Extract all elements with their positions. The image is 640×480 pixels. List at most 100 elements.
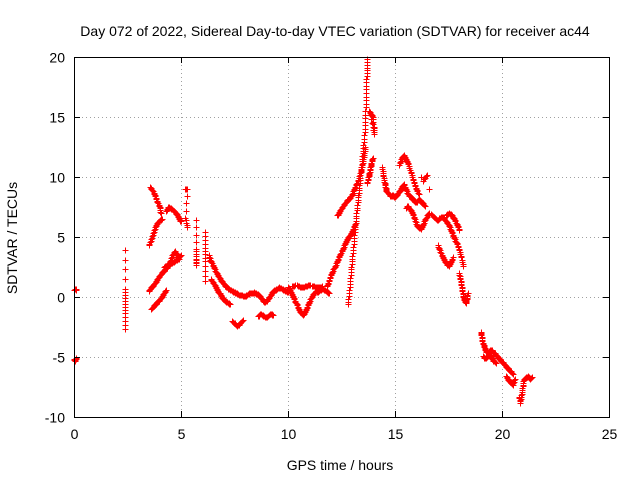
data-point (211, 265, 218, 272)
data-point (326, 290, 333, 297)
data-point (436, 246, 443, 253)
x-tick-label: 25 (602, 426, 618, 442)
data-point (157, 209, 164, 216)
y-tick-label: -5 (53, 350, 66, 366)
chart-title: Day 072 of 2022, Sidereal Day-to-day VTE… (80, 23, 590, 39)
data-point (349, 253, 356, 260)
x-tick-label: 10 (281, 426, 297, 442)
data-point (239, 318, 246, 325)
data-point (352, 221, 359, 228)
data-point (193, 217, 200, 224)
x-axis-label: GPS time / hours (287, 457, 394, 473)
data-point (150, 230, 157, 237)
data-point (178, 252, 185, 259)
data-point (329, 269, 336, 276)
x-tick-label: 20 (495, 426, 511, 442)
data-point (370, 124, 377, 131)
data-point (159, 216, 166, 223)
x-tick-label: 15 (388, 426, 404, 442)
data-point (122, 247, 129, 254)
data-point (369, 120, 376, 127)
data-point (178, 218, 185, 225)
data-point (460, 263, 467, 270)
data-point (347, 275, 354, 282)
data-point (318, 284, 325, 291)
data-point (151, 227, 158, 234)
data-point (353, 210, 360, 217)
y-tick-labels: -10 -5 0 5 10 15 20 (45, 50, 65, 426)
data-point (370, 155, 377, 162)
data-point (358, 164, 365, 171)
y-axis-label: SDTVAR / TECUs (4, 182, 20, 294)
data-point (426, 186, 433, 193)
data-point (206, 254, 213, 261)
data-point (340, 245, 347, 252)
y-tick-label: -10 (45, 410, 65, 426)
data-point (240, 317, 247, 324)
data-point (411, 215, 418, 222)
data-point (357, 172, 364, 179)
data-point (368, 116, 375, 123)
data-point (163, 287, 170, 294)
data-point (227, 301, 234, 308)
data-point (369, 156, 376, 163)
data-point (183, 208, 190, 215)
data-point (193, 224, 200, 231)
data-point (510, 371, 517, 378)
data-point (183, 200, 190, 207)
data-point (511, 377, 518, 384)
data-point (177, 253, 184, 260)
data-point (148, 236, 155, 243)
data-point (369, 113, 376, 120)
data-point (492, 359, 499, 366)
data-point (361, 132, 368, 139)
data-point (451, 235, 458, 242)
grid (74, 57, 609, 417)
data-point (421, 202, 428, 209)
axis-ticks (74, 57, 610, 418)
data-point (158, 210, 165, 217)
data-point (270, 312, 277, 319)
data-point (446, 223, 453, 230)
y-tick-label: 10 (49, 170, 65, 186)
data-point (202, 278, 209, 285)
data-point (351, 232, 358, 239)
data-point (193, 239, 200, 246)
data-point (122, 276, 129, 283)
data-point (193, 262, 200, 269)
y-tick-label: 5 (57, 230, 65, 246)
data-point (510, 380, 517, 387)
data-point (359, 153, 366, 160)
data-point (193, 232, 200, 239)
data-point (345, 296, 352, 303)
data-point (412, 218, 419, 225)
y-tick-label: 15 (49, 110, 65, 126)
data-point (149, 233, 156, 240)
data-point (349, 191, 356, 198)
x-tick-label: 5 (178, 426, 186, 442)
data-point (122, 326, 129, 333)
data-point (122, 266, 129, 273)
data-point (420, 221, 427, 228)
data-point (509, 370, 516, 377)
y-tick-label: 20 (49, 50, 65, 66)
data-points (71, 56, 536, 407)
data-point (350, 244, 357, 251)
data-point (420, 178, 427, 185)
data-point (184, 193, 191, 200)
x-tick-labels: 0 5 10 15 20 25 (71, 426, 618, 442)
data-point (306, 299, 313, 306)
data-point (363, 76, 370, 83)
data-point (403, 187, 410, 194)
y-tick-label: 0 (57, 290, 65, 306)
data-point (493, 360, 500, 367)
data-point (465, 290, 472, 297)
data-point (422, 203, 429, 210)
data-point (456, 227, 463, 234)
data-point (416, 191, 423, 198)
data-point (184, 224, 191, 231)
data-point (415, 190, 422, 197)
data-point (450, 254, 457, 261)
data-point (528, 375, 535, 382)
